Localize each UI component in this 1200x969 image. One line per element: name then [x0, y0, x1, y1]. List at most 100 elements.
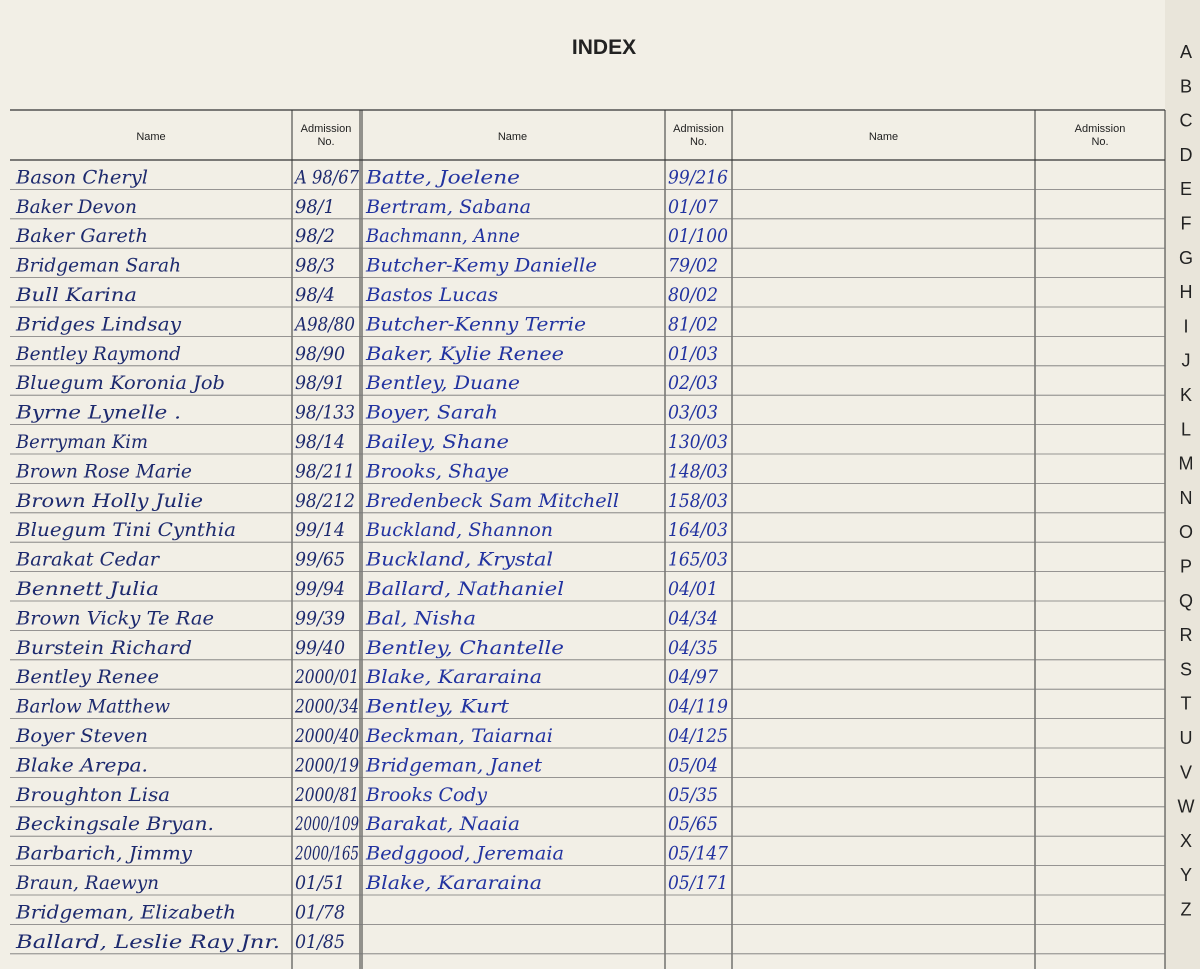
- entry-name: Barakat Cedar: [15, 549, 161, 571]
- entry-admission: 99/94: [295, 578, 345, 600]
- entry-admission: 98/3: [295, 255, 335, 277]
- entry-name: Bailey, Shane: [365, 431, 509, 453]
- header-admission: Admission: [1075, 123, 1126, 135]
- entry-admission: 79/02: [668, 255, 718, 277]
- alphabet-tab: U: [1180, 728, 1193, 748]
- alphabet-tab: G: [1179, 248, 1193, 268]
- entry-admission: 158/03: [668, 490, 728, 512]
- entry-name: Barlow Matthew: [15, 696, 170, 718]
- entry-name: Bridgeman, Janet: [365, 754, 542, 776]
- entry-admission: 04/97: [668, 666, 719, 688]
- entry-name: Blake, Kararaina: [365, 666, 542, 688]
- entry-name: Bridges Lindsay: [15, 313, 181, 335]
- entry-admission: 04/01: [668, 578, 718, 600]
- header-name: Name: [869, 131, 898, 143]
- alphabet-tab: M: [1179, 454, 1194, 474]
- entry-name: Baker, Kylie Renee: [365, 343, 564, 365]
- entry-admission: 2000/109: [294, 813, 359, 835]
- entry-admission: 05/147: [668, 843, 729, 865]
- entry-admission: 99/14: [295, 519, 345, 541]
- alphabet-tab: C: [1180, 111, 1193, 131]
- entry-admission: 98/133: [295, 402, 355, 424]
- entry-name: Blake Arepa.: [15, 754, 148, 776]
- entry-name: Barbarich, Jimmy: [15, 843, 192, 865]
- alphabet-tab: K: [1180, 385, 1192, 405]
- entry-admission: 05/35: [668, 784, 718, 806]
- header-name: Name: [498, 131, 527, 143]
- entry-admission: 01/85: [295, 931, 345, 953]
- alphabet-tab: V: [1180, 762, 1192, 782]
- entry-name: Bentley Raymond: [15, 343, 181, 365]
- entry-name: Berryman Kim: [15, 431, 148, 453]
- entry-name: Bentley, Chantelle: [365, 637, 564, 659]
- entry-admission: 99/40: [295, 637, 345, 659]
- entry-name: Broughton Lisa: [15, 784, 170, 806]
- entry-admission: 98/2: [295, 225, 335, 247]
- entry-name: Buckland, Shannon: [365, 519, 553, 541]
- entry-name: Bridgeman Sarah: [15, 255, 181, 277]
- entry-admission: 98/90: [295, 343, 345, 365]
- entry-name: Brown Vicky Te Rae: [15, 607, 214, 629]
- entry-name: Brown Rose Marie: [15, 460, 192, 482]
- entry-name: Braun, Raewyn: [15, 872, 159, 894]
- alphabet-tab: R: [1180, 625, 1193, 645]
- entry-admission: 2000/34: [294, 696, 359, 718]
- entry-name: Ballard, Nathaniel: [365, 578, 564, 600]
- alphabet-tab: T: [1181, 694, 1192, 714]
- entry-name: Brooks, Shaye: [365, 460, 509, 482]
- alphabet-tab: L: [1181, 419, 1191, 439]
- alphabet-tab: X: [1180, 831, 1192, 851]
- entry-admission: 2000/165: [294, 843, 359, 865]
- entry-admission: 03/03: [668, 402, 718, 424]
- entry-name: Butcher-Kenny Terrie: [365, 313, 586, 335]
- entry-name: Bal, Nisha: [365, 607, 476, 629]
- entry-name: Bertram, Sabana: [365, 196, 531, 218]
- entry-admission: 80/02: [668, 284, 718, 306]
- entry-admission: 05/04: [668, 754, 718, 776]
- entry-admission: 04/34: [668, 607, 718, 629]
- entry-name: Bentley, Duane: [365, 372, 520, 394]
- alphabet-tab: F: [1181, 214, 1192, 234]
- tab-strip: [1165, 0, 1200, 969]
- entry-admission: 04/119: [668, 696, 728, 718]
- header-admission: No.: [317, 136, 334, 148]
- entry-admission: A98/80: [293, 313, 355, 335]
- entry-admission: 05/171: [668, 872, 728, 894]
- entry-name: Bennett Julia: [15, 578, 159, 600]
- entry-admission: A 98/67: [293, 166, 360, 188]
- entry-name: Brooks Cody: [365, 784, 487, 806]
- header-admission: No.: [690, 136, 707, 148]
- entry-name: Blake, Kararaina: [365, 872, 542, 894]
- entry-admission: 04/35: [668, 637, 718, 659]
- entry-name: Butcher-Kemy Danielle: [365, 255, 597, 277]
- entry-admission: 98/212: [295, 490, 355, 512]
- entry-admission: 148/03: [668, 460, 728, 482]
- entry-admission: 99/39: [295, 607, 345, 629]
- entry-name: Bedggood, Jeremaia: [365, 843, 564, 865]
- entry-admission: 99/65: [295, 549, 345, 571]
- entry-name: Bluegum Tini Cynthia: [15, 519, 236, 541]
- alphabet-tab: H: [1180, 282, 1193, 302]
- entry-name: Burstein Richard: [15, 637, 192, 659]
- alphabet-tab: W: [1178, 797, 1195, 817]
- header-admission: No.: [1091, 136, 1108, 148]
- entry-admission: 99/216: [668, 166, 728, 188]
- entry-admission: 130/03: [668, 431, 728, 453]
- entry-admission: 04/125: [668, 725, 728, 747]
- alphabet-tab: B: [1180, 76, 1192, 96]
- entry-name: Bentley, Kurt: [365, 696, 510, 718]
- entry-name: Baker Devon: [15, 196, 137, 218]
- entry-name: Baker Gareth: [15, 225, 148, 247]
- entry-admission: 98/91: [295, 372, 345, 394]
- entry-name: Bridgeman, Elizabeth: [15, 901, 236, 923]
- entry-name: Boyer Steven: [15, 725, 148, 747]
- page-title: INDEX: [572, 36, 636, 59]
- alphabet-tab: O: [1179, 522, 1193, 542]
- header-admission: Admission: [673, 123, 724, 135]
- alphabet-tab: D: [1180, 145, 1193, 165]
- entry-name: Beckingsale Bryan.: [15, 813, 214, 835]
- entry-admission: 01/07: [668, 196, 719, 218]
